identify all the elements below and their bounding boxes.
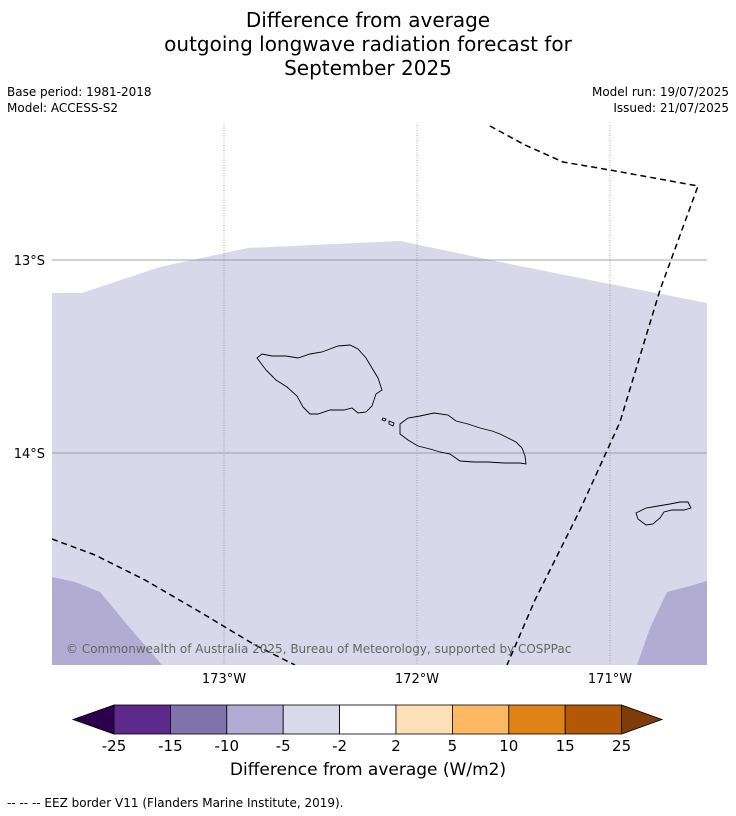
eez-border-northeast bbox=[489, 125, 700, 665]
colorbar-segment bbox=[169, 704, 228, 735]
colorbar-segment bbox=[226, 704, 284, 735]
island-upolu bbox=[399, 412, 527, 465]
anomaly-field-neg10-neg5-west bbox=[52, 577, 162, 665]
model-info: Base period: 1981-2018 Model: ACCESS-S2 bbox=[7, 84, 152, 116]
base-period: Base period: 1981-2018 bbox=[7, 85, 152, 99]
lon-label-173w: 173°W bbox=[202, 672, 246, 687]
colorbar-tick-label: -5 bbox=[276, 737, 291, 755]
run-info: Model run: 19/07/2025 Issued: 21/07/2025 bbox=[592, 84, 729, 116]
latitude-gridlines bbox=[52, 259, 707, 454]
colorbar-tick-label: -10 bbox=[215, 737, 240, 755]
model-run-date: Model run: 19/07/2025 bbox=[591, 85, 729, 99]
latitude-labels: 13°S 14°S bbox=[14, 254, 45, 462]
colorbar-tick-label: 2 bbox=[391, 737, 401, 755]
title-line-1: Difference from average bbox=[245, 8, 491, 32]
copyright-notice: © Commonwealth of Australia 2025, Bureau… bbox=[66, 642, 571, 656]
colorbar-tick-label: 15 bbox=[556, 737, 575, 755]
islands bbox=[256, 344, 692, 526]
colorbar-segment bbox=[395, 704, 453, 735]
island-manono bbox=[388, 420, 395, 427]
lon-label-171w: 171°W bbox=[588, 672, 632, 687]
colorbar-segment bbox=[339, 704, 397, 735]
colorbar-title: Difference from average (W/m2) bbox=[229, 760, 507, 780]
colorbar-tick-label: 25 bbox=[612, 737, 631, 755]
longitude-labels: 173°W 172°W 171°W bbox=[202, 672, 632, 687]
colorbar-extend-low bbox=[71, 704, 115, 735]
eez-borders bbox=[52, 125, 700, 665]
colorbar-segment bbox=[564, 704, 623, 735]
eez-footnote: -- -- -- EEZ border V11 (Flanders Marine… bbox=[7, 796, 344, 810]
lat-label-14s: 14°S bbox=[14, 447, 45, 462]
longitude-gridlines bbox=[223, 125, 611, 665]
colorbar-tick-label: -25 bbox=[102, 737, 127, 755]
model-name: Model: ACCESS-S2 bbox=[7, 101, 119, 115]
title-line-3: September 2025 bbox=[284, 56, 452, 80]
colorbar-extend-high bbox=[621, 704, 664, 735]
title-line-2: outgoing longwave radiation forecast for bbox=[164, 32, 572, 56]
island-savaii bbox=[256, 344, 383, 415]
colorbar-segment bbox=[282, 704, 341, 735]
islet-apolima bbox=[381, 417, 387, 422]
map-title: Difference from average outgoing longwav… bbox=[0, 8, 736, 80]
colorbar-segment bbox=[113, 704, 171, 735]
island-tutuila bbox=[635, 501, 692, 526]
issued-date: Issued: 21/07/2025 bbox=[613, 101, 729, 115]
anomaly-field-neg10-neg5-east bbox=[637, 581, 707, 665]
map-area bbox=[52, 125, 707, 665]
colorbar-tick-label: 5 bbox=[448, 737, 458, 755]
lat-label-13s: 13°S bbox=[14, 254, 45, 269]
colorbar-tick-label: -2 bbox=[332, 737, 347, 755]
colorbar-tick-label: -15 bbox=[158, 737, 183, 755]
colorbar-tick-label: 10 bbox=[499, 737, 518, 755]
colorbar-segment bbox=[451, 704, 510, 735]
colorbar-segment bbox=[508, 704, 566, 735]
eez-border-southwest bbox=[52, 538, 296, 665]
lon-label-172w: 172°W bbox=[395, 672, 439, 687]
colorbar: -25 -15 -10 -5 -2 2 5 10 15 25 bbox=[71, 704, 664, 755]
